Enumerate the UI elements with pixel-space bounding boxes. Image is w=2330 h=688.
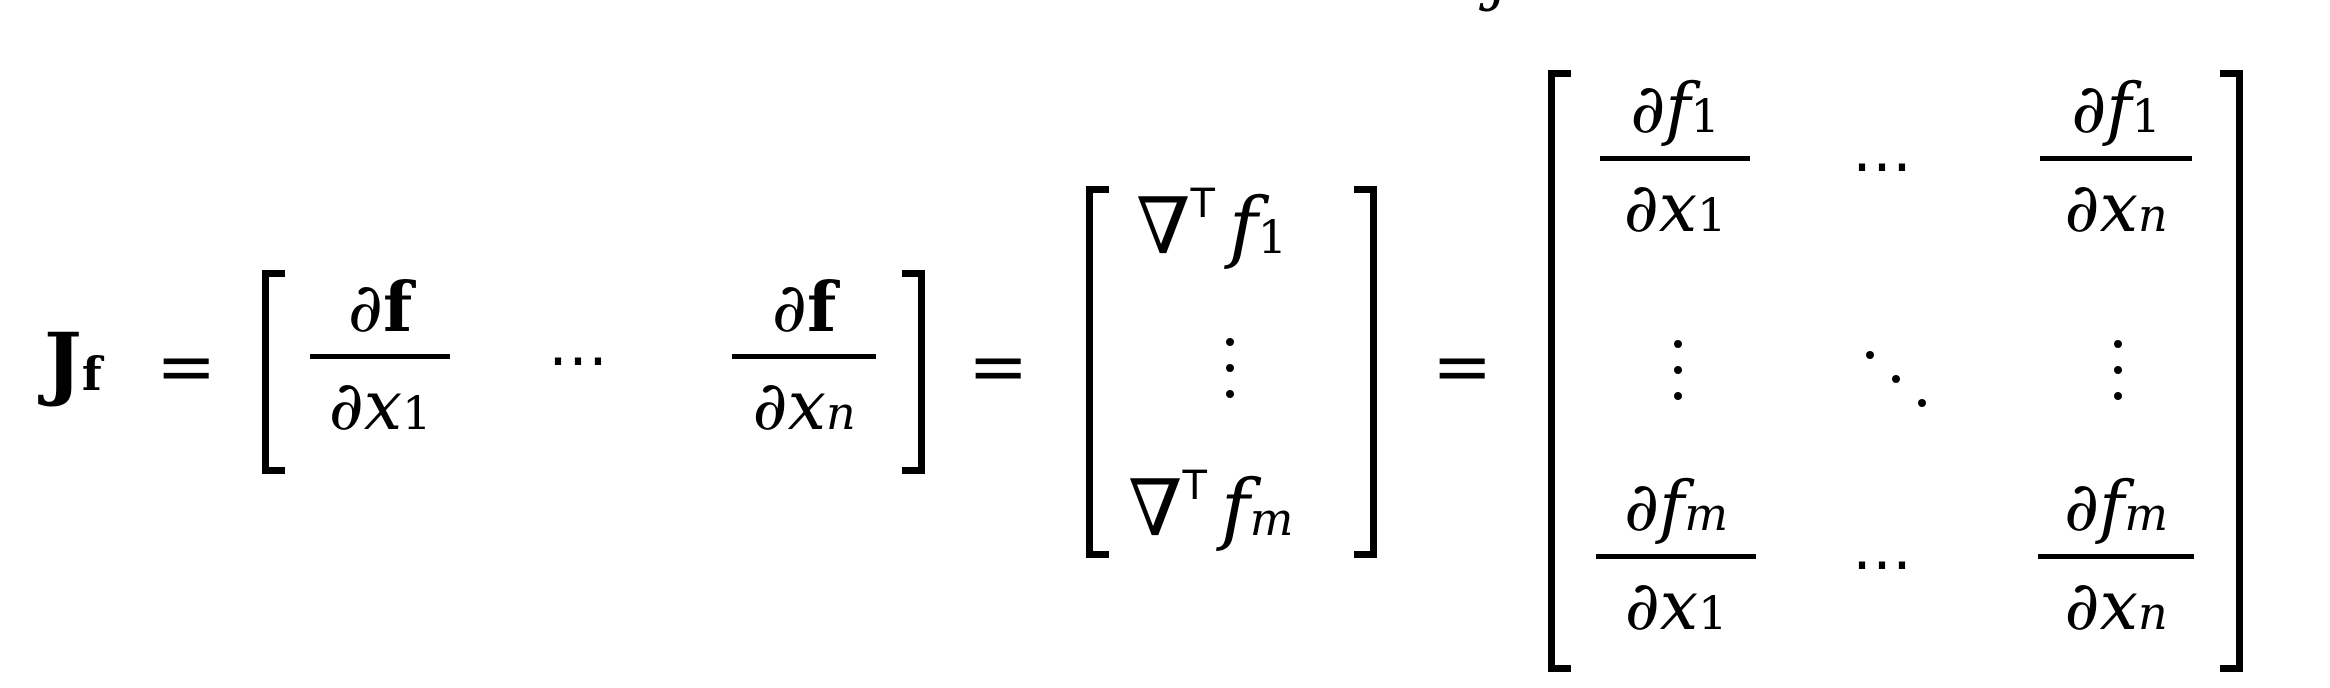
matrix-top-hdots: ⋯ (1852, 131, 1912, 201)
gradient-transpose-f1: ∇T f1 (1136, 181, 1288, 272)
full-matrix-left-bracket (1548, 70, 1571, 672)
matrix-left-vdots (1674, 340, 1682, 418)
fraction-bar (2040, 156, 2192, 161)
fraction-denominator: ∂xn (752, 367, 856, 446)
matrix-bottom-hdots: ⋯ (1852, 529, 1912, 599)
matrix-fraction-dfm-dx1: ∂fm ∂x1 (1596, 468, 1756, 647)
fraction-bar (310, 354, 450, 359)
fraction-numerator: ∂f (347, 268, 413, 348)
fraction-bar (732, 354, 876, 359)
fraction-denominator: ∂xn (2064, 567, 2168, 646)
matrix-fraction-df1-dx1: ∂f1 ∂x1 (1600, 70, 1750, 249)
fraction-numerator: ∂f1 (2071, 70, 2161, 149)
column-vdots (1226, 338, 1234, 416)
fraction-numerator: ∂fm (1624, 468, 1728, 547)
row-hdots: ⋯ (548, 325, 608, 395)
cropped-top-fragment: j (1490, 0, 1509, 8)
jacobian-letter: J (44, 315, 82, 409)
row-matrix-right-bracket (902, 270, 925, 474)
matrix-ddots (1860, 345, 1950, 415)
row-fraction-df-dx1: ∂f ∂x1 (310, 268, 450, 447)
fraction-numerator: ∂fm (2064, 468, 2168, 547)
fraction-denominator: ∂xn (2064, 169, 2168, 248)
fraction-bar (2038, 554, 2194, 559)
fraction-bar (1600, 156, 1750, 161)
row-matrix-left-bracket (262, 270, 285, 474)
gradient-transpose-fm: ∇T fm (1128, 463, 1294, 554)
matrix-fraction-dfm-dxn: ∂fm ∂xn (2038, 468, 2194, 647)
fraction-denominator: ∂x1 (328, 367, 432, 446)
equals-sign-3: = (1432, 324, 1493, 408)
fraction-bar (1596, 554, 1756, 559)
jacobian-symbol: Jf (44, 322, 102, 403)
equals-sign-1: = (156, 324, 217, 408)
fraction-denominator: ∂x1 (1623, 169, 1727, 248)
full-matrix-right-bracket (2220, 70, 2243, 672)
matrix-fraction-df1-dxn: ∂f1 ∂xn (2040, 70, 2192, 249)
jacobian-subscript: f (81, 347, 102, 401)
fraction-denominator: ∂x1 (1624, 567, 1728, 646)
equals-sign-2: = (968, 324, 1029, 408)
fraction-numerator: ∂f1 (1630, 70, 1720, 149)
row-fraction-df-dxn: ∂f ∂xn (732, 268, 876, 447)
fraction-numerator: ∂f (771, 268, 837, 348)
column-matrix-right-bracket (1354, 186, 1377, 558)
matrix-right-vdots (2114, 340, 2122, 418)
column-matrix-left-bracket (1086, 186, 1109, 558)
